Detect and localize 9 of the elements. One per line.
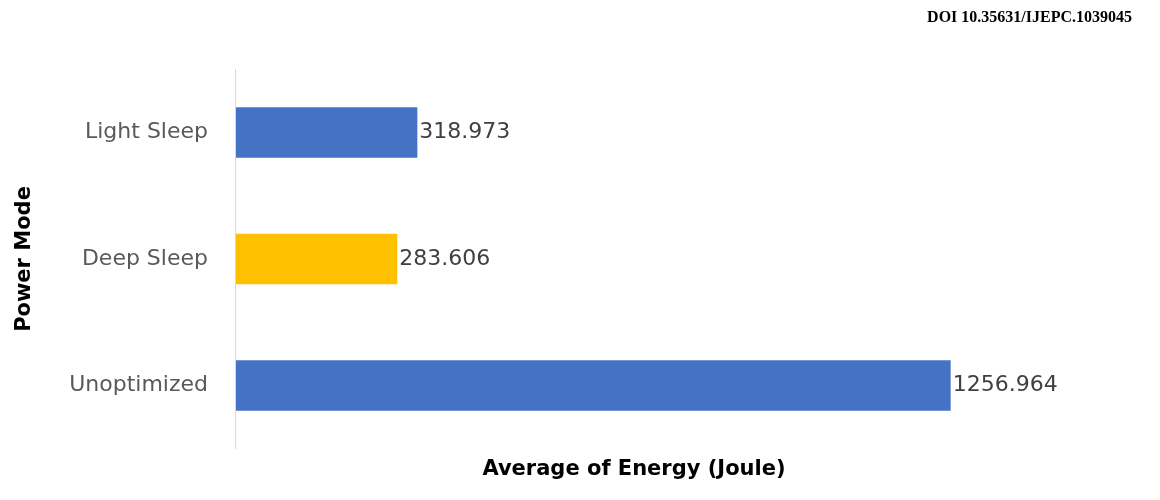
- data-label: 1256.964: [952, 371, 1058, 397]
- y-tick-label: Deep Sleep: [81, 244, 208, 270]
- y-tick-label: Unoptimized: [69, 371, 208, 397]
- y-tick-label: Light Sleep: [84, 118, 208, 144]
- data-label: 318.973: [419, 118, 511, 144]
- data-label: 283.606: [399, 244, 491, 270]
- x-axis-title: Average of Energy (Joule): [482, 455, 786, 480]
- text: DOI 10.35631/IJEPC.1039045: [926, 8, 1133, 27]
- y-axis-title: Power Mode: [11, 186, 36, 332]
